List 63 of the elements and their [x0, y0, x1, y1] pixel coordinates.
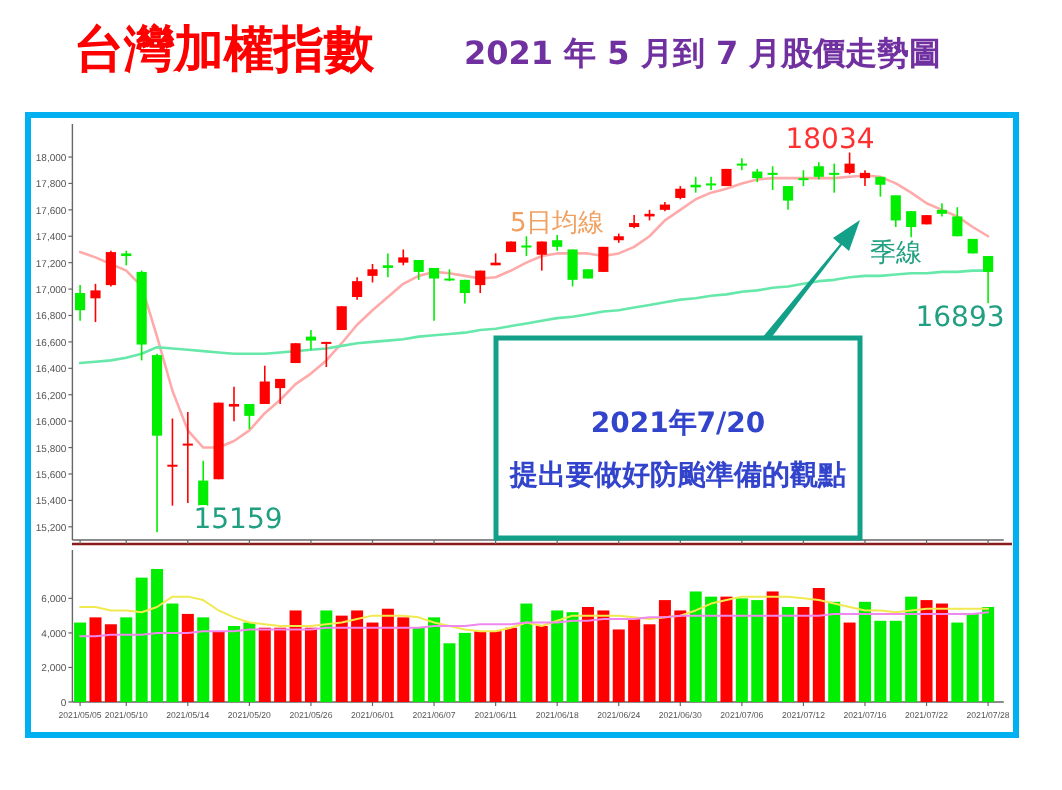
- bar: [212, 631, 225, 702]
- candlestick: [182, 411, 193, 504]
- bar: [520, 603, 533, 702]
- candlestick: [767, 165, 778, 191]
- candlestick: [736, 157, 747, 172]
- candlestick: [382, 252, 393, 278]
- bar: [181, 613, 194, 702]
- candlestick: [259, 364, 270, 405]
- candlestick: [413, 259, 424, 281]
- bar: [104, 624, 117, 702]
- bar: [720, 596, 733, 702]
- candlestick: [536, 240, 547, 272]
- bar: [458, 632, 471, 702]
- chart-subtitle: 2021 年 5 月到 7 月股價走勢圖: [464, 34, 942, 72]
- candlestick: [782, 185, 794, 211]
- candlestick: [567, 248, 578, 288]
- bar: [551, 610, 564, 702]
- candlestick: [75, 284, 86, 322]
- candlestick: [275, 378, 286, 405]
- annotation: 2021年7/20: [590, 408, 766, 440]
- bar: [843, 622, 856, 702]
- candlestick: [321, 341, 332, 368]
- candlestick: [167, 417, 178, 507]
- bar: [120, 617, 133, 702]
- series-label: 5日均線: [509, 209, 605, 240]
- line-series: [79, 611, 990, 638]
- bar: [951, 622, 964, 702]
- series-label: 季線: [869, 238, 922, 269]
- bar: [828, 601, 841, 702]
- bar: [566, 612, 579, 702]
- candlestick: [952, 206, 963, 238]
- candlestick: [121, 249, 132, 267]
- bar: [320, 610, 333, 702]
- candlestick: [305, 329, 317, 351]
- candlestick: [244, 403, 255, 430]
- bar: [74, 622, 87, 702]
- bar: [782, 607, 795, 702]
- chart-title: 台灣加權指數: [74, 20, 376, 78]
- annotation: 18034: [785, 124, 875, 156]
- candlestick: [844, 151, 855, 175]
- candlestick: [983, 255, 994, 305]
- candlestick: [428, 267, 440, 322]
- candlestick: [890, 194, 901, 228]
- bar: [766, 591, 779, 702]
- candlestick: [105, 249, 116, 288]
- annotation: 提出要做好防颱準備的觀點: [508, 458, 846, 492]
- bar: [535, 626, 548, 702]
- annotation: 16893: [915, 302, 1005, 334]
- bar: [797, 607, 810, 702]
- line-series: [79, 595, 990, 633]
- bar: [812, 588, 825, 702]
- bar: [474, 631, 487, 702]
- candlestick: [367, 263, 378, 284]
- bar: [89, 617, 102, 702]
- candlestick: [90, 283, 101, 323]
- bar: [197, 617, 210, 702]
- candlestick: [228, 386, 240, 422]
- candlestick: [706, 176, 717, 191]
- candlestick: [521, 235, 532, 257]
- candlestick: [352, 276, 363, 301]
- annotation: 15159: [193, 504, 283, 536]
- candlestick: [829, 162, 840, 194]
- candlestick: [598, 246, 609, 273]
